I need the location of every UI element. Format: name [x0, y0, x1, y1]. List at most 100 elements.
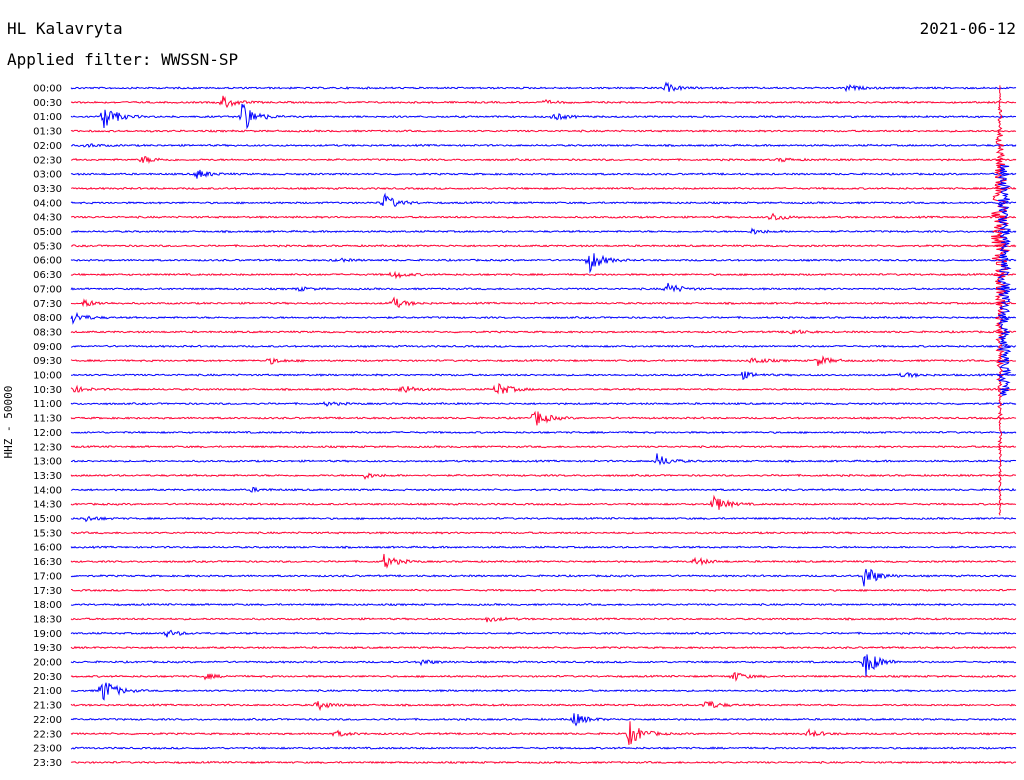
- row-time-label: 19:00: [33, 629, 62, 640]
- row-time-label: 21:30: [33, 701, 62, 712]
- row-time-label: 01:00: [33, 112, 62, 123]
- trace-row-0700: [70, 282, 1017, 293]
- trace-row-0800: [70, 311, 1017, 325]
- trace-row-1630: [70, 553, 1017, 569]
- trace-row-1730: [70, 588, 1017, 593]
- trace-row-1700: [70, 568, 1017, 587]
- trace-row-2300: [70, 746, 1017, 750]
- row-time-label: 13:00: [33, 457, 62, 468]
- trace-row-1330: [70, 472, 1017, 480]
- trace-row-0030: [70, 95, 1017, 109]
- large-earthquake-trace: [991, 85, 1011, 516]
- row-time-label: 09:00: [33, 342, 62, 353]
- trace-row-1430: [70, 494, 1017, 510]
- trace-row-0330: [70, 186, 1017, 191]
- trace-row-1530: [70, 531, 1017, 535]
- row-time-label: 18:00: [33, 600, 62, 611]
- trace-row-1800: [70, 602, 1017, 607]
- trace-row-0530: [70, 243, 1017, 248]
- trace-row-2330: [70, 760, 1017, 765]
- trace-row-1230: [70, 444, 1017, 449]
- trace-row-2000: [70, 654, 1017, 677]
- trace-row-0500: [70, 227, 1017, 235]
- row-time-label: 02:00: [33, 141, 62, 152]
- trace-row-0000: [70, 81, 1017, 93]
- row-time-label: 03:30: [33, 184, 62, 195]
- large-earthquake-trace-overlap: [996, 164, 1012, 396]
- row-time-label: 07:30: [33, 299, 62, 310]
- row-time-label: 07:00: [33, 284, 62, 295]
- row-time-label: 11:30: [33, 414, 62, 425]
- row-time-label: 08:30: [33, 327, 62, 338]
- row-time-label: 11:00: [33, 399, 62, 410]
- row-time-label: 14:30: [33, 500, 62, 511]
- row-time-label: 16:00: [33, 543, 62, 554]
- row-time-label: 09:30: [33, 356, 62, 367]
- trace-row-0900: [70, 344, 1017, 349]
- row-time-label: 23:30: [33, 758, 62, 769]
- trace-row-1830: [70, 616, 1017, 623]
- station-title: HL Kalavryta: [7, 19, 123, 38]
- trace-row-0400: [70, 192, 1017, 207]
- row-time-label: 04:00: [33, 198, 62, 209]
- trace-row-1000: [71, 371, 1017, 380]
- row-time-label: 03:00: [33, 170, 62, 181]
- time-row-labels: 00:00 00:30 01:00 01:30 02:00 02:30 03:00 03:30…: [33, 84, 62, 769]
- trace-row-0130: [70, 129, 1017, 133]
- row-time-label: 10:30: [33, 385, 62, 396]
- row-time-label: 17:30: [33, 586, 62, 597]
- row-time-label: 05:30: [33, 241, 62, 252]
- row-time-label: 02:30: [33, 155, 62, 166]
- row-time-label: 17:00: [33, 571, 62, 582]
- row-time-label: 15:30: [33, 528, 62, 539]
- trace-row-1900: [70, 629, 1017, 638]
- row-time-label: 22:30: [33, 729, 62, 740]
- trace-row-0300: [70, 169, 1017, 179]
- trace-row-1930: [70, 645, 1017, 650]
- row-time-label: 00:30: [33, 98, 62, 109]
- trace-row-0430: [70, 212, 1017, 221]
- trace-row-0930: [70, 355, 1017, 367]
- row-time-label: 13:30: [33, 471, 62, 482]
- row-time-label: 12:00: [33, 428, 62, 439]
- trace-row-2200: [70, 713, 1017, 727]
- trace-row-1300: [70, 453, 1017, 466]
- row-time-label: 14:00: [33, 485, 62, 496]
- trace-row-1130: [70, 410, 1017, 426]
- row-time-label: 20:30: [33, 672, 62, 683]
- row-time-label: 20:00: [33, 658, 62, 669]
- trace-row-0100: [70, 103, 1017, 130]
- trace-row-1400: [70, 486, 1017, 493]
- row-time-label: 12:30: [33, 442, 62, 453]
- filter-label: Applied filter: WWSSN-SP: [7, 50, 239, 69]
- row-time-label: 10:00: [33, 371, 62, 382]
- trace-row-2230: [70, 721, 1017, 745]
- trace-row-1030: [70, 383, 1017, 395]
- seismic-traces: [70, 81, 1017, 765]
- row-time-label: 04:30: [33, 213, 62, 224]
- trace-row-1200: [70, 430, 1017, 435]
- row-time-label: 08:00: [33, 313, 62, 324]
- row-time-label: 21:00: [33, 686, 62, 697]
- trace-row-0630: [70, 270, 1017, 280]
- trace-row-2100: [70, 682, 1017, 701]
- trace-row-1500: [70, 515, 1017, 523]
- row-time-label: 00:00: [33, 84, 62, 95]
- row-time-label: 06:30: [33, 270, 62, 281]
- row-time-label: 23:00: [33, 744, 62, 755]
- row-time-label: 06:00: [33, 256, 62, 267]
- trace-row-0200: [70, 143, 1017, 148]
- row-time-label: 01:30: [33, 127, 62, 138]
- row-time-label: 16:30: [33, 557, 62, 568]
- trace-row-0830: [70, 329, 1017, 335]
- trace-row-0600: [70, 253, 1017, 274]
- trace-row-1600: [70, 545, 1017, 550]
- trace-row-1100: [70, 401, 1017, 407]
- trace-row-2130: [70, 700, 1017, 712]
- trace-row-0730: [70, 296, 1017, 309]
- row-time-label: 19:30: [33, 643, 62, 654]
- trace-row-0230: [70, 155, 1017, 164]
- record-date: 2021-06-12: [919, 19, 1016, 38]
